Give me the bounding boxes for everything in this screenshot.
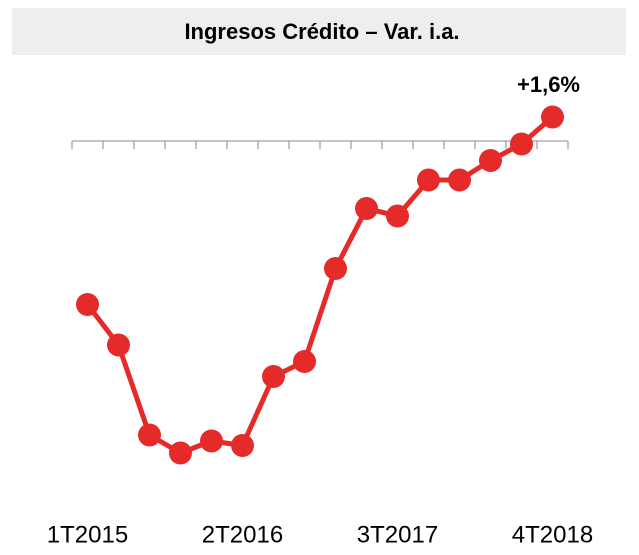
marker: [200, 429, 223, 453]
marker: [324, 257, 347, 280]
marker: [138, 423, 161, 447]
line: [85, 115, 555, 456]
marker: [231, 434, 254, 457]
marker: [541, 105, 564, 129]
marker: [262, 365, 285, 388]
marker: [448, 168, 471, 192]
chart-title: Ingresos Crédito – Var. i.a.: [184, 19, 459, 44]
marker: [479, 149, 502, 172]
marker: [386, 204, 409, 228]
title-band: [12, 8, 626, 55]
x-tick-label: 1T2015: [47, 521, 128, 548]
value-label: +1,6%: [517, 72, 580, 97]
marker: [293, 350, 316, 373]
marker: [417, 168, 440, 192]
marker: [107, 333, 130, 357]
marker: [169, 441, 192, 465]
x-tick-label: 3T2017: [357, 521, 438, 548]
x-tick-label: 2T2016: [202, 521, 283, 548]
x-tick-label: 4T2018: [512, 521, 593, 548]
marker: [76, 293, 99, 316]
marker: [510, 132, 533, 156]
marker: [355, 197, 378, 220]
